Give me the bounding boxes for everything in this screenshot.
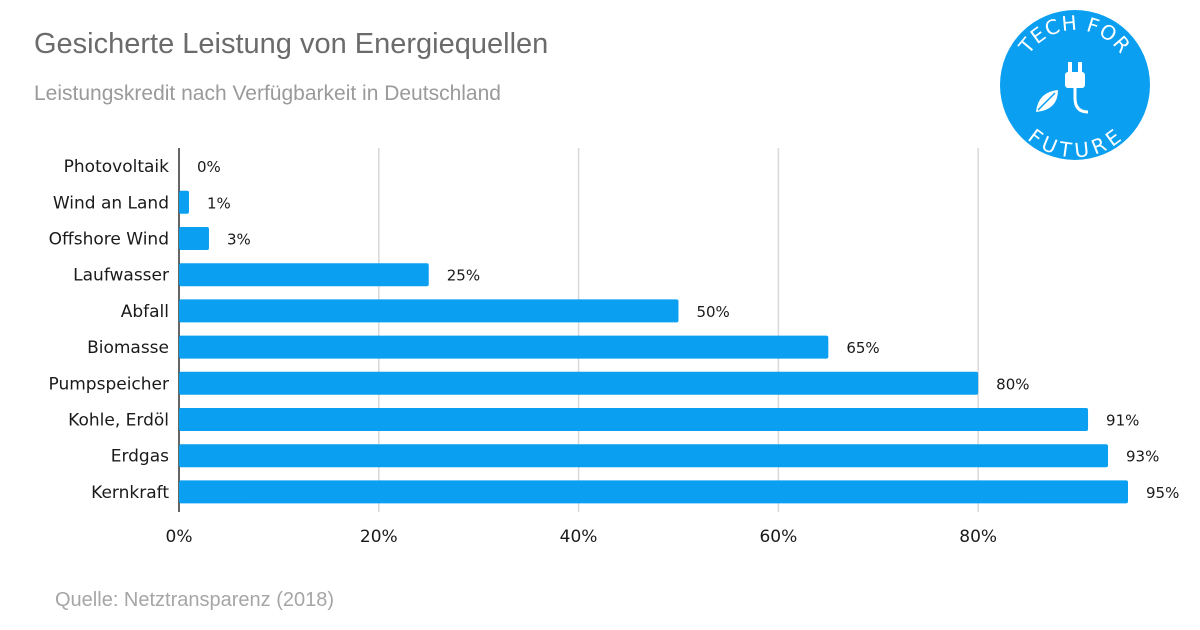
category-label: Laufwasser [73, 266, 169, 286]
bar [179, 299, 679, 323]
bar [179, 480, 1128, 504]
category-label: Offshore Wind [49, 230, 169, 250]
category-label: Erdgas [111, 447, 169, 467]
bar [179, 335, 829, 359]
chart-title: Gesicherte Leistung von Energiequellen [34, 28, 549, 60]
bar [179, 444, 1109, 468]
value-label: 93% [1126, 448, 1159, 466]
bar [179, 371, 979, 395]
category-label: Photovoltaik [64, 157, 169, 177]
category-label: Pumpspeicher [49, 374, 169, 394]
value-label: 0% [197, 158, 221, 176]
x-tick-label: 80% [959, 527, 997, 547]
value-label: 25% [447, 267, 480, 285]
bar [179, 263, 429, 287]
source-note: Quelle: Netztransparenz (2018) [55, 589, 335, 611]
category-label: Kernkraft [91, 483, 169, 503]
value-label: 80% [996, 375, 1029, 393]
category-label: Abfall [121, 302, 169, 322]
value-label: 1% [207, 194, 231, 212]
bar [179, 227, 209, 250]
x-tick-label: 40% [560, 527, 598, 547]
category-label: Kohle, Erdöl [68, 411, 169, 431]
x-tick-label: 0% [166, 527, 193, 547]
value-label: 91% [1106, 412, 1139, 430]
plug-leaf-icon [1036, 62, 1089, 114]
tech-for-future-logo: TECH FOR FUTURE [1000, 10, 1150, 160]
value-label: 3% [227, 231, 251, 249]
category-label: Biomasse [87, 338, 169, 358]
x-tick-label: 20% [360, 527, 398, 547]
category-label: Wind an Land [53, 193, 169, 213]
value-label: 50% [696, 303, 729, 321]
bar [179, 190, 189, 214]
value-label: 95% [1146, 484, 1179, 502]
bar [179, 408, 1089, 431]
chart-subtitle: Leistungskredit nach Verfügbarkeit in De… [34, 82, 501, 105]
value-label: 65% [846, 339, 879, 357]
x-tick-label: 60% [759, 527, 797, 547]
